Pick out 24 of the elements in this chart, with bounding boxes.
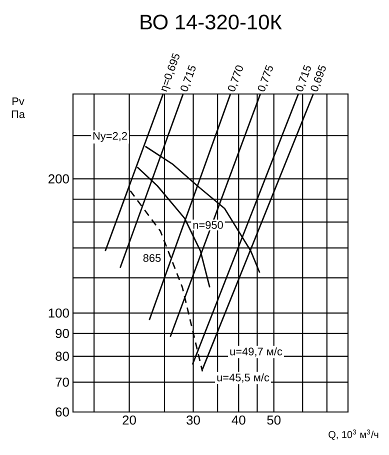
chart-title: ВО 14-320-10К xyxy=(140,14,282,30)
text: 0,770 xyxy=(228,65,243,92)
y-tick-label: 200 xyxy=(48,174,69,184)
x-tick-label: 40 xyxy=(232,416,246,425)
annotation: 865 xyxy=(143,254,161,262)
y-tick-label: 60 xyxy=(56,407,69,417)
text: 0,695 xyxy=(310,65,326,92)
x-axis-title: Q, 10$^{3}$ м$^{3}$/ч xyxy=(328,430,378,440)
x-tick-label: 30 xyxy=(186,416,200,425)
text: 0,715 xyxy=(180,65,196,92)
annotation: n=950 xyxy=(193,221,223,229)
x-tick-label: 20 xyxy=(122,416,136,425)
annotation: u=45,5 м/с xyxy=(217,373,270,383)
x-tick-label: 50 xyxy=(267,416,281,425)
text: η=0,695 xyxy=(161,53,180,92)
y-axis-title: Pv Па xyxy=(12,98,25,118)
y-tick-label: 80 xyxy=(56,352,69,361)
text: 0,775 xyxy=(258,65,273,92)
annotation: u=49,7 м/с xyxy=(230,347,282,357)
y-tick-label: 90 xyxy=(56,328,69,338)
text: 0,715 xyxy=(296,65,311,92)
y-tick-label: 100 xyxy=(48,308,69,318)
y-tick-label: 70 xyxy=(56,378,69,387)
annotation: Ny=2,2 xyxy=(93,132,127,142)
